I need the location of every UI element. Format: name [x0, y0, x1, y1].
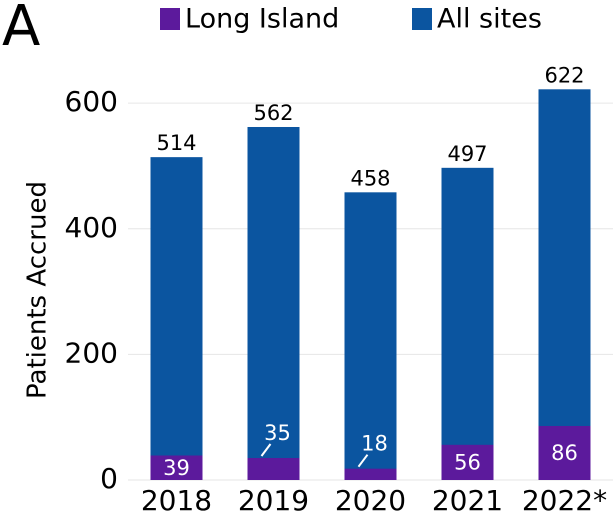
bar [441, 444, 494, 480]
leader-line [357, 454, 369, 468]
legend-label: All sites [437, 4, 542, 35]
legend-swatch [412, 8, 432, 30]
y-tick-label: 0 [100, 462, 118, 495]
bar [538, 425, 591, 480]
legend-swatch [160, 8, 180, 30]
leader-line [260, 443, 272, 457]
y-tick-label: 200 [65, 336, 118, 369]
bar [538, 89, 591, 481]
value-label: 514 [156, 131, 196, 155]
bar [344, 468, 397, 480]
value-label: 35 [264, 421, 291, 445]
x-tick-label: 2021 [432, 484, 503, 517]
value-label: 39 [163, 456, 190, 480]
value-label: 86 [551, 441, 578, 465]
y-axis-label: Patients Accrued [23, 181, 53, 399]
bar [441, 167, 494, 480]
x-tick-label: 2019 [238, 484, 309, 517]
value-label: 56 [454, 450, 481, 474]
panel-label: A [2, 0, 40, 59]
value-label: 622 [544, 63, 584, 87]
x-tick-label: 2020 [335, 484, 406, 517]
y-tick-label: 400 [65, 211, 118, 244]
bar [150, 455, 203, 480]
bar [247, 458, 300, 480]
value-label: 497 [447, 142, 487, 166]
value-label: 458 [350, 166, 390, 190]
x-tick-label: 2022* [522, 484, 607, 517]
bar [150, 157, 203, 481]
value-label: 562 [253, 101, 293, 125]
x-tick-label: 2018 [141, 484, 212, 517]
legend-label: Long Island [185, 4, 339, 35]
bar [344, 192, 397, 480]
value-label: 18 [361, 432, 388, 456]
bar [247, 126, 300, 481]
y-tick-label: 600 [65, 85, 118, 118]
